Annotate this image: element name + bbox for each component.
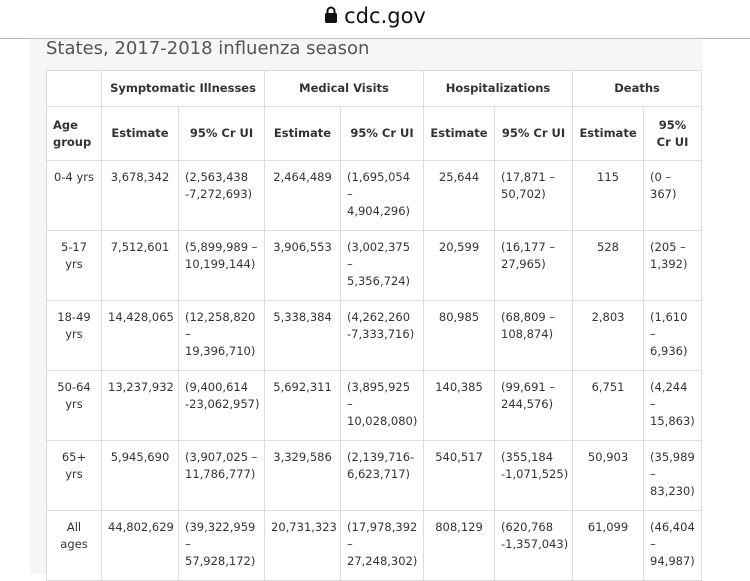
column-header: Estimate <box>572 106 645 161</box>
estimate-cell: 13,237,932 <box>101 370 179 441</box>
estimate-cell: 14,428,065 <box>101 300 179 371</box>
age-cell: All ages <box>46 510 102 581</box>
column-header: Estimate <box>101 106 179 161</box>
interval-cell: (0 – 367) <box>643 160 703 231</box>
column-header: 95% Cr UI <box>177 106 266 161</box>
interval-cell: (12,258,820 – 19,396,710) <box>177 300 266 371</box>
estimate-cell: 3,329,586 <box>264 440 342 511</box>
interval-cell: (17,871 – 50,702) <box>494 160 574 231</box>
interval-cell: (2,563,438 -7,272,693) <box>177 160 266 231</box>
estimate-cell: 115 <box>572 160 645 231</box>
interval-cell: (3,002,375 – 5,356,724) <box>340 230 425 301</box>
estimate-cell: 2,464,489 <box>264 160 342 231</box>
interval-cell: (1,695,054 – 4,904,296) <box>340 160 425 231</box>
group-header: Hospitalizations <box>423 70 574 107</box>
group-header: Symptomatic Illnesses <box>100 70 266 107</box>
interval-cell: (35,989 – 83,230) <box>643 440 703 511</box>
age-cell: 0-4 yrs <box>46 160 102 231</box>
estimate-cell: 528 <box>572 230 645 301</box>
column-header: Estimate <box>423 106 496 161</box>
interval-cell: (2,139,716-6,623,717) <box>340 440 425 511</box>
interval-cell: (205 – 1,392) <box>643 230 703 301</box>
age-cell: 18-49 yrs <box>46 300 102 371</box>
group-row: Symptomatic Illnesses Medical Visits Hospi… <box>46 70 703 107</box>
column-header: Age group <box>46 106 102 161</box>
url: cdc.gov <box>344 4 426 28</box>
data-row: All ages 44,802,629 (39,322,959 – 57,928,1… <box>46 510 703 581</box>
title: States, 2017-2018 influenza season <box>46 38 370 59</box>
age-cell: 65+ yrs <box>46 440 102 511</box>
empty-cell <box>46 70 102 107</box>
interval-cell: (9,400,614 -23,062,957) <box>177 370 266 441</box>
interval-cell: (4,244 – 15,863) <box>643 370 703 441</box>
data-row: 5-17 yrs 7,512,601 (5,899,989 – 10,199,144… <box>46 230 703 301</box>
interval-cell: (3,907,025 – 11,786,777) <box>177 440 266 511</box>
column-header: 95% Cr UI <box>494 106 574 161</box>
interval-cell: (4,262,260 -7,333,716) <box>340 300 425 371</box>
estimate-cell: 540,517 <box>423 440 496 511</box>
data-row: 65+ yrs 5,945,690 (3,907,025 – 11,786,777)… <box>46 440 703 511</box>
estimate-cell: 6,751 <box>572 370 645 441</box>
estimate-cell: 5,692,311 <box>264 370 342 441</box>
interval-cell: (46,404 – 94,987) <box>643 510 703 581</box>
interval-cell: (16,177 – 27,965) <box>494 230 574 301</box>
interval-cell: (99,691 – 244,576) <box>494 370 574 441</box>
interval-cell: (68,809 – 108,874) <box>494 300 574 371</box>
estimate-cell: 140,385 <box>423 370 496 441</box>
age-cell: 5-17 yrs <box>46 230 102 301</box>
lock-icon <box>325 6 338 23</box>
data-row: 18-49 yrs 14,428,065 (12,258,820 – 19,396,… <box>46 300 703 371</box>
address[interactable]: cdc.gov <box>0 4 750 28</box>
group-header: Medical Visits <box>264 70 425 107</box>
estimate-cell: 7,512,601 <box>101 230 179 301</box>
group-header: Deaths <box>572 70 703 107</box>
estimate-cell: 25,644 <box>423 160 496 231</box>
data-row: 50-64 yrs 13,237,932 (9,400,614 -23,062,95… <box>46 370 703 441</box>
estimate-cell: 2,803 <box>572 300 645 371</box>
header-row: Age group Estimate 95% Cr UI Estimate 95% Cr… <box>46 106 703 161</box>
estimate-cell: 3,678,342 <box>101 160 179 231</box>
estimate-cell: 3,906,553 <box>264 230 342 301</box>
flu-table: Symptomatic Illnesses Medical Visits Hospi… <box>46 70 703 581</box>
estimate-cell: 808,129 <box>423 510 496 581</box>
data-row: 0-4 yrs 3,678,342 (2,563,438 -7,272,693) 2,… <box>46 160 703 231</box>
interval-cell: (5,899,989 – 10,199,144) <box>177 230 266 301</box>
estimate-cell: 61,099 <box>572 510 645 581</box>
column-header: Estimate <box>264 106 342 161</box>
interval-cell: (1,610 – 6,936) <box>643 300 703 371</box>
column-header: 95% Cr UI <box>340 106 425 161</box>
column-header: 95% Cr UI <box>643 106 703 161</box>
estimate-cell: 44,802,629 <box>101 510 179 581</box>
estimate-cell: 5,338,384 <box>264 300 342 371</box>
interval-cell: (39,322,959 – 57,928,172) <box>177 510 266 581</box>
interval-cell: (3,895,925 – 10,028,080) <box>340 370 425 441</box>
age-cell: 50-64 yrs <box>46 370 102 441</box>
estimate-cell: 5,945,690 <box>101 440 179 511</box>
interval-cell: (355,184 -1,071,525) <box>494 440 574 511</box>
estimate-cell: 20,731,323 <box>264 510 342 581</box>
estimate-cell: 20,599 <box>423 230 496 301</box>
interval-cell: (620,768 -1,357,043) <box>494 510 574 581</box>
estimate-cell: 50,903 <box>572 440 645 511</box>
browser-bar: cdc.gov <box>0 0 750 39</box>
interval-cell: (17,978,392 – 27,248,302) <box>340 510 425 581</box>
estimate-cell: 80,985 <box>423 300 496 371</box>
